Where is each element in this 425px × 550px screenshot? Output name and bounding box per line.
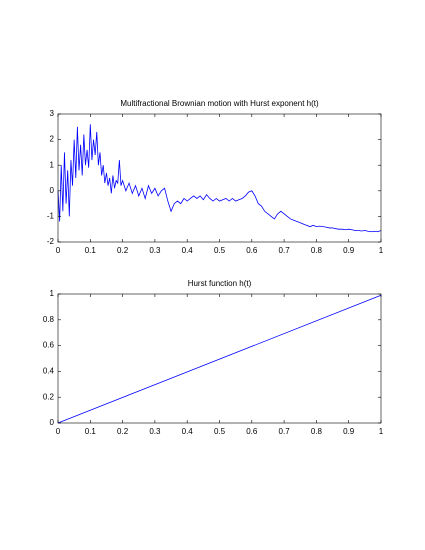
y-tick-label: 1 (50, 289, 55, 298)
axes-background (58, 114, 381, 242)
x-tick-label: 0.5 (214, 246, 226, 255)
x-tick-label: 0.4 (182, 246, 194, 255)
x-tick-label: 0.2 (117, 427, 129, 436)
x-tick-label: 0.9 (343, 427, 355, 436)
x-tick-label: 0.7 (279, 246, 291, 255)
x-tick-label: 0.1 (85, 246, 97, 255)
y-tick-label: 0 (50, 418, 55, 427)
x-tick-label: 0.3 (149, 246, 161, 255)
x-tick-label: 0.4 (182, 427, 194, 436)
y-tick-label: -1 (47, 212, 55, 221)
y-tick-label: 1 (50, 160, 55, 169)
axes-title: Hurst function h(t) (188, 279, 252, 288)
x-tick-label: 0.3 (149, 427, 161, 436)
y-tick-label: 0.8 (43, 315, 55, 324)
x-tick-label: 0.2 (117, 246, 129, 255)
x-tick-label: 0 (56, 427, 61, 436)
y-tick-label: 0.6 (43, 341, 55, 350)
y-tick-label: -2 (47, 237, 55, 246)
y-tick-label: 0 (50, 186, 55, 195)
x-tick-label: 0 (56, 246, 61, 255)
x-tick-label: 0.8 (311, 246, 323, 255)
x-tick-label: 0.1 (85, 427, 97, 436)
y-tick-label: 3 (50, 109, 55, 118)
data-line (57, 124, 382, 233)
y-tick-label: 0.2 (43, 392, 55, 401)
x-tick-label: 0.9 (343, 246, 355, 255)
data-line (57, 294, 382, 424)
axes-title: Multifractional Brownian motion with Hur… (120, 99, 319, 108)
x-tick-label: 0.6 (246, 427, 258, 436)
x-tick-label: 0.5 (214, 427, 226, 436)
y-tick-label: 2 (50, 135, 55, 144)
x-tick-label: 0.6 (246, 246, 258, 255)
x-tick-label: 1 (379, 246, 384, 255)
x-tick-label: 0.7 (279, 427, 291, 436)
x-tick-label: 0.8 (311, 427, 323, 436)
y-tick-label: 0.4 (43, 367, 55, 376)
x-tick-label: 1 (379, 427, 384, 436)
